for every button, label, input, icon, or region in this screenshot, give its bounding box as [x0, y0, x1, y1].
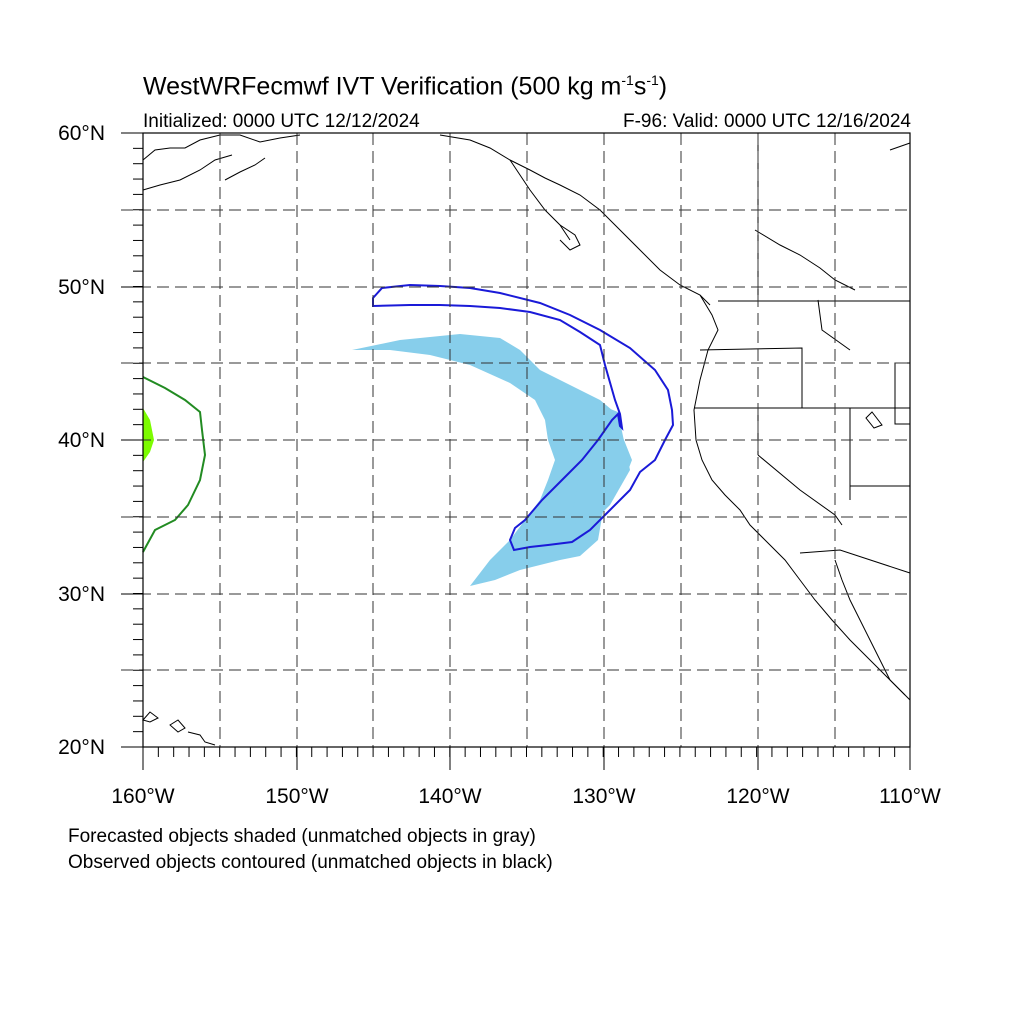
x-tick-label: 150°W	[265, 785, 329, 808]
y-tick-label: 50°N	[58, 276, 105, 299]
x-tick-label: 160°W	[111, 785, 175, 808]
x-tick-label: 140°W	[418, 785, 482, 808]
minor-ticks	[133, 132, 911, 757]
y-tick-label: 20°N	[58, 736, 105, 759]
tick-marks	[121, 132, 911, 770]
plot-title: WestWRFecmwf IVT Verification (500 kg m-…	[143, 72, 668, 101]
coastlines	[142, 134, 911, 746]
gridlines	[121, 133, 910, 747]
forecast-object-shaded	[352, 334, 632, 586]
initialized-time: Initialized: 0000 UTC 12/12/2024	[143, 111, 420, 132]
observed-object-contour	[372, 283, 675, 552]
edge-forecast-object	[143, 408, 154, 462]
y-tick-label: 30°N	[58, 583, 105, 606]
y-tick-label: 40°N	[58, 429, 105, 452]
valid-time: F-96: Valid: 0000 UTC 12/16/2024	[623, 111, 911, 132]
x-tick-label: 130°W	[572, 785, 636, 808]
y-tick-label: 60°N	[58, 122, 105, 145]
state-borders	[694, 135, 911, 574]
forecast-object-fill-2	[570, 405, 630, 525]
x-tick-label: 110°W	[879, 785, 941, 808]
x-tick-label: 120°W	[726, 785, 790, 808]
legend-observed-note: Observed objects contoured (unmatched ob…	[68, 852, 553, 873]
edge-observed-contour	[142, 376, 207, 553]
legend-forecast-note: Forecasted objects shaded (unmatched obj…	[68, 826, 536, 847]
